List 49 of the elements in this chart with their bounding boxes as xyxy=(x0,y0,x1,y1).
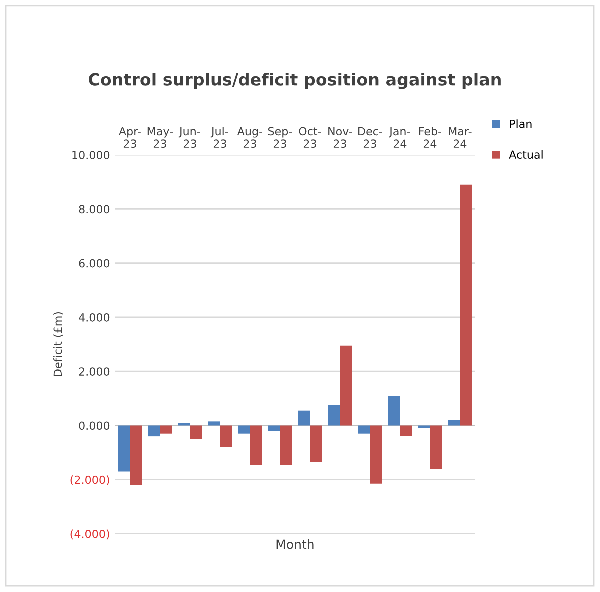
bar xyxy=(430,426,442,470)
y-tick-label: 6.000 xyxy=(79,259,110,268)
x-tick-label: Oct- 23 xyxy=(299,127,322,148)
bar xyxy=(148,426,160,437)
legend-label: Plan xyxy=(510,120,532,128)
x-axis-title: Month xyxy=(276,540,314,550)
y-tick-label: 2.000 xyxy=(79,368,110,376)
bar xyxy=(358,426,370,434)
bar xyxy=(400,426,412,437)
legend-label: Actual xyxy=(509,150,543,159)
bar xyxy=(448,420,460,426)
bar xyxy=(418,426,430,428)
bar xyxy=(460,184,472,426)
x-tick-label: May- 23 xyxy=(148,127,174,148)
x-tick-label: Jun- 23 xyxy=(178,127,200,148)
x-tick-label: Dec- 23 xyxy=(358,127,382,148)
y-tick-label: (2.000) xyxy=(70,476,110,486)
y-tick-label: 8.000 xyxy=(79,205,110,214)
bar xyxy=(310,426,322,462)
y-tick-label: (4.000) xyxy=(70,530,110,540)
bar xyxy=(130,426,142,486)
bar xyxy=(190,426,202,440)
bar xyxy=(250,426,262,465)
bar xyxy=(268,426,280,432)
x-tick-label: Jan- 24 xyxy=(389,127,410,148)
chart-title: Control surplus/deficit position against plan xyxy=(89,72,501,90)
x-tick-label: Sep- 23 xyxy=(268,127,292,148)
bar xyxy=(160,426,172,434)
bar xyxy=(238,426,250,434)
bar xyxy=(118,426,130,472)
y-tick-label: 4.000 xyxy=(79,313,110,322)
bar xyxy=(340,346,352,426)
y-axis-title: Deficit (£m) xyxy=(54,312,64,376)
x-tick-label: Jul- 23 xyxy=(210,127,228,148)
bar xyxy=(220,426,232,448)
bar xyxy=(298,410,310,426)
x-tick-label: Mar- 24 xyxy=(449,127,472,148)
bar xyxy=(280,426,292,465)
bar xyxy=(370,426,382,484)
bar xyxy=(388,396,400,426)
y-tick-label: 10.000 xyxy=(72,151,110,160)
bar xyxy=(208,422,220,426)
x-tick-label: Aug- 23 xyxy=(237,127,263,148)
x-tick-label: Apr- 23 xyxy=(119,127,141,148)
x-tick-label: Nov- 23 xyxy=(328,127,352,148)
y-tick-label: 0.000 xyxy=(79,422,110,430)
bar xyxy=(328,405,340,426)
x-tick-label: Feb- 24 xyxy=(419,127,442,148)
bar xyxy=(178,423,190,426)
